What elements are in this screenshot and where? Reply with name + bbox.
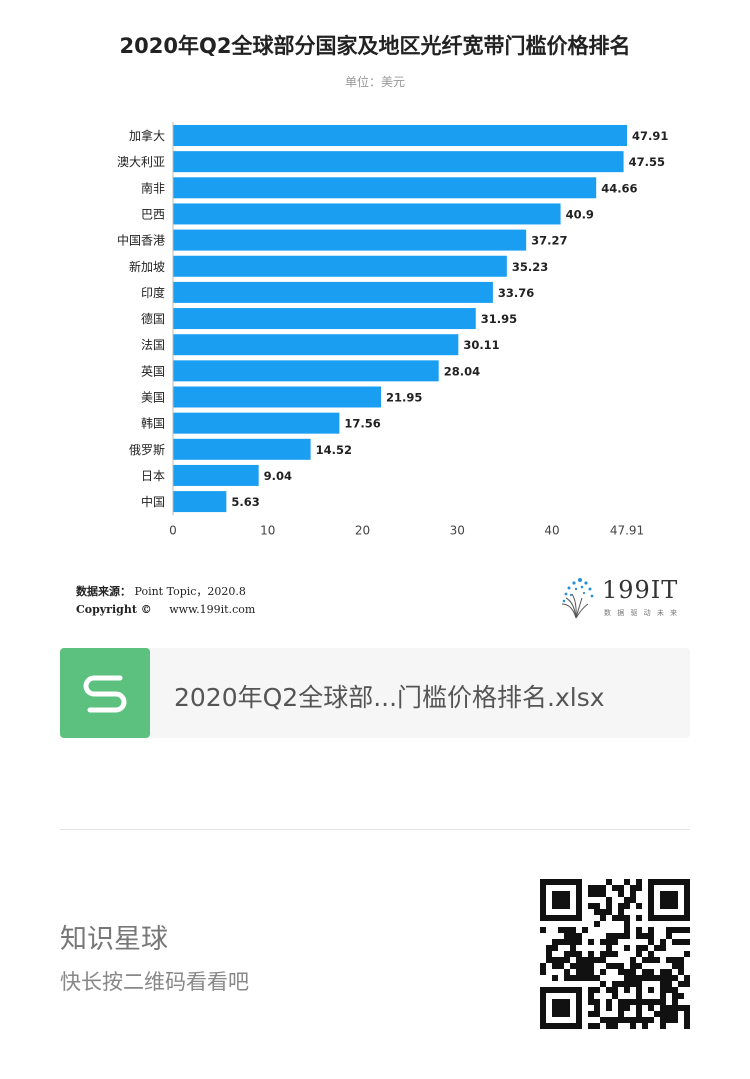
category-label: 德国	[141, 311, 165, 326]
category-label: 中国	[141, 494, 165, 509]
x-tick-label: 30	[450, 523, 465, 537]
category-label: 英国	[141, 364, 165, 378]
data-label: 21.95	[386, 391, 422, 405]
data-label: 17.56	[344, 417, 380, 431]
category-label: 南非	[141, 180, 165, 195]
bar	[173, 464, 259, 486]
chart-unit: 单位：美元	[344, 75, 405, 89]
category-label: 印度	[141, 285, 165, 300]
dandelion-logo-icon	[561, 578, 594, 619]
bar	[173, 360, 439, 382]
category-label: 新加坡	[129, 259, 165, 274]
logo-199it: 199IT 数 据 驱 动 未 来	[554, 574, 694, 624]
data-label: 35.23	[512, 260, 548, 274]
category-label: 俄罗斯	[129, 443, 165, 457]
data-label: 33.76	[498, 286, 534, 300]
bar	[173, 125, 627, 146]
file-name: 2020年Q2全球部...门槛价格排名.xlsx	[174, 683, 605, 712]
data-label: 47.91	[632, 129, 668, 143]
site-url: www.199it.com	[169, 603, 256, 616]
divider	[60, 829, 690, 830]
x-tick-label: 10	[260, 523, 275, 537]
qr-code-icon[interactable]	[540, 879, 690, 1029]
category-label: 美国	[141, 391, 165, 405]
bar	[173, 255, 507, 277]
data-label: 37.27	[531, 234, 567, 248]
data-label: 14.52	[316, 443, 352, 457]
spreadsheet-s-icon	[60, 648, 150, 738]
x-tick-label: 47.91	[610, 523, 644, 537]
category-label: 加拿大	[129, 128, 165, 143]
bar	[173, 177, 597, 199]
category-label: 法国	[141, 338, 165, 352]
copyright-line: Copyright © www.199it.com	[76, 603, 255, 616]
footer-subtitle: 快长按二维码看看吧	[60, 970, 249, 994]
bar	[173, 281, 493, 303]
category-label: 澳大利亚	[117, 155, 165, 169]
data-label: 5.63	[231, 495, 259, 509]
data-label: 44.66	[601, 181, 637, 195]
data-label: 30.11	[463, 338, 499, 352]
bar	[173, 438, 311, 460]
source-value: Point Topic，2020.8	[134, 585, 246, 598]
source-line: 数据来源： Point Topic，2020.8	[76, 583, 246, 599]
category-label: 中国香港	[117, 233, 165, 248]
x-tick-label: 0	[169, 523, 177, 537]
x-tick-label: 20	[355, 523, 370, 537]
source-label: 数据来源：	[76, 585, 131, 598]
data-label: 31.95	[481, 312, 517, 326]
bar	[173, 308, 476, 330]
bar	[173, 151, 624, 173]
data-label: 47.55	[629, 155, 665, 169]
copyright-label: Copyright ©	[76, 603, 152, 616]
bar	[173, 491, 227, 513]
bar-chart: 加拿大 47.91 澳大利亚 47.55 南非 44.66 巴西 40.9 中国香港 37.27 新…	[117, 122, 668, 537]
category-label: 巴西	[141, 207, 165, 221]
category-label: 韩国	[141, 416, 165, 431]
x-tick-label: 40	[544, 523, 559, 537]
data-label: 40.9	[566, 207, 594, 221]
bar	[173, 386, 382, 408]
bar	[173, 203, 561, 225]
logo-tagline: 数 据 驱 动 未 来	[604, 609, 680, 617]
category-label: 日本	[141, 469, 165, 483]
bar	[173, 334, 459, 356]
file-attachment-card[interactable]: 2020年Q2全球部...门槛价格排名.xlsx	[60, 648, 690, 738]
data-label: 9.04	[264, 469, 292, 483]
bar	[173, 229, 527, 251]
logo-text: 199IT	[602, 576, 679, 604]
bar	[173, 412, 340, 434]
data-label: 28.04	[444, 364, 480, 378]
footer-title: 知识星球	[60, 924, 168, 955]
chart-title: 2020年Q2全球部分国家及地区光纤宽带门槛价格排名	[119, 34, 631, 58]
